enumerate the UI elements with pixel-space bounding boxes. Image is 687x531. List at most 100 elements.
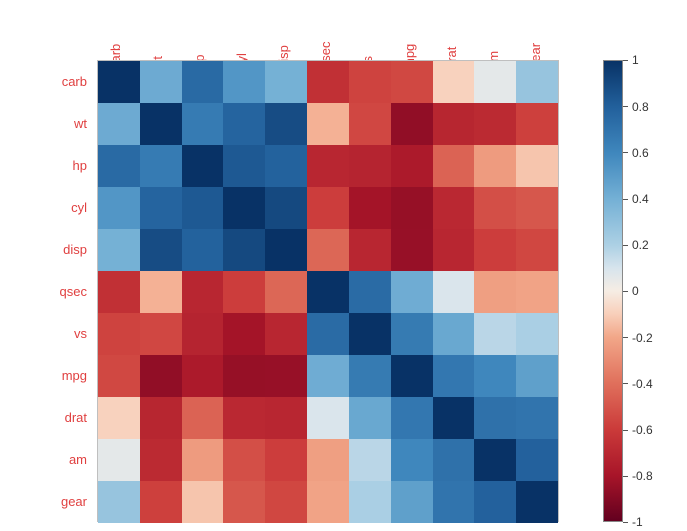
heatmap-cell [391,103,433,145]
heatmap-cell [182,397,224,439]
heatmap-cell [516,397,558,439]
heatmap-cell [265,397,307,439]
heatmap-row [98,229,558,271]
heatmap-cell [140,187,182,229]
heatmap-cell [223,229,265,271]
figure-stage: carbwthpcyldispqsecvsmpgdratamgear carbw… [0,0,687,531]
heatmap-cell [349,481,391,523]
y-axis-label: hp [0,158,87,173]
y-axis-label: am [0,452,87,467]
colorbar-tick-line [623,199,628,200]
heatmap-cell [265,313,307,355]
heatmap-cell [223,481,265,523]
colorbar-tick-line [623,60,628,61]
colorbar-tick-label: -0.4 [632,377,653,391]
colorbar-tick-line [623,476,628,477]
heatmap-cell [182,481,224,523]
heatmap-cell [516,187,558,229]
heatmap-cell [140,355,182,397]
heatmap-cell [307,145,349,187]
heatmap-grid [97,60,559,522]
y-axis-label: drat [0,410,87,425]
heatmap-cell [516,103,558,145]
y-axis-label: wt [0,116,87,131]
heatmap-cell [349,103,391,145]
heatmap-cell [307,271,349,313]
heatmap-row [98,145,558,187]
colorbar-tick-line [623,152,628,153]
colorbar-tick-line [623,291,628,292]
heatmap-cell [98,103,140,145]
heatmap-cell [98,61,140,103]
heatmap-cell [140,271,182,313]
heatmap-cell [223,313,265,355]
colorbar-tick-label: 1 [632,53,639,67]
heatmap-cell [474,271,516,313]
heatmap-row [98,397,558,439]
heatmap-cell [474,61,516,103]
y-axis-label: qsec [0,284,87,299]
heatmap-row [98,61,558,103]
heatmap-cell [349,229,391,271]
heatmap-cell [98,271,140,313]
heatmap-cell [223,187,265,229]
heatmap-cell [182,145,224,187]
heatmap-row [98,187,558,229]
heatmap-cell [433,397,475,439]
heatmap-row [98,481,558,523]
heatmap-cell [182,355,224,397]
heatmap-cell [265,187,307,229]
heatmap-cell [433,61,475,103]
heatmap-cell [349,439,391,481]
heatmap-cell [474,187,516,229]
heatmap-cell [223,355,265,397]
heatmap-cell [223,103,265,145]
heatmap-row [98,103,558,145]
heatmap-cell [223,271,265,313]
heatmap-cell [223,145,265,187]
heatmap-cell [307,397,349,439]
heatmap-cell [182,187,224,229]
heatmap-cell [474,145,516,187]
heatmap-cell [182,271,224,313]
heatmap-cell [307,481,349,523]
heatmap-cell [391,271,433,313]
heatmap-cell [140,313,182,355]
heatmap-cell [391,61,433,103]
heatmap-cell [182,439,224,481]
colorbar-tick-line [623,245,628,246]
heatmap-cell [516,271,558,313]
heatmap-cell [98,145,140,187]
colorbar-tick-label: 0.6 [632,146,649,160]
heatmap-cell [307,355,349,397]
heatmap-row [98,271,558,313]
colorbar-tick-line [623,522,628,523]
heatmap-cell [391,313,433,355]
heatmap-cell [182,61,224,103]
heatmap-row [98,355,558,397]
colorbar-tick-label: 0 [632,284,639,298]
heatmap-cell [391,481,433,523]
y-axis-label: carb [0,74,87,89]
heatmap-cell [349,61,391,103]
heatmap-cell [474,439,516,481]
heatmap-cell [433,229,475,271]
colorbar-tick-line [623,430,628,431]
heatmap-cell [349,355,391,397]
heatmap-cell [307,229,349,271]
colorbar-tick-line [623,106,628,107]
heatmap-cell [265,229,307,271]
heatmap-cell [391,145,433,187]
heatmap-cell [182,229,224,271]
heatmap-cell [98,481,140,523]
heatmap-cell [265,61,307,103]
heatmap-cell [391,229,433,271]
heatmap-cell [391,439,433,481]
heatmap-cell [433,439,475,481]
heatmap-cell [265,439,307,481]
colorbar-tick-label: -0.2 [632,331,653,345]
heatmap-cell [474,355,516,397]
heatmap-cell [391,397,433,439]
heatmap-cell [349,187,391,229]
heatmap-cell [307,313,349,355]
